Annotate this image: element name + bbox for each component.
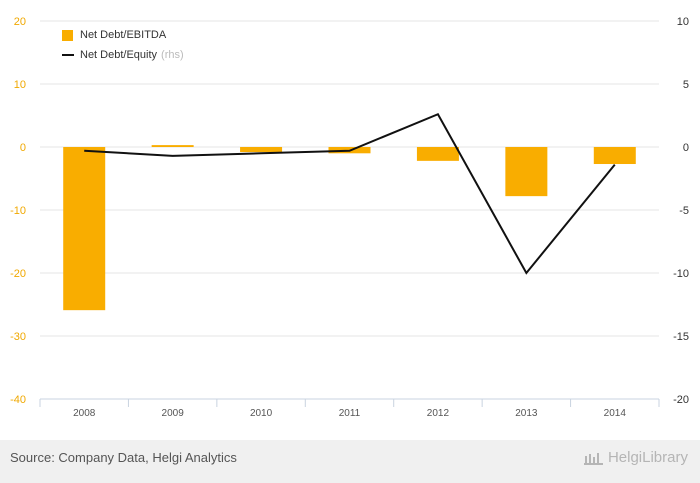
left-tick-label: -20 — [10, 268, 26, 280]
gridlines — [40, 20, 659, 337]
left-tick-label: -40 — [10, 394, 26, 406]
legend-label-bar: Net Debt/EBITDA — [80, 29, 167, 41]
helgi-library-logo[interactable]: HelgiLibrary — [583, 449, 688, 466]
left-axis: 20 10 0 -10 -20 -30 -40 — [10, 16, 26, 406]
legend-item-bar[interactable]: Net Debt/EBITDA — [62, 29, 166, 41]
source-text: Source: Company Data, Helgi Analytics — [10, 450, 237, 465]
right-tick-label: -5 — [679, 205, 689, 217]
bar — [240, 147, 283, 153]
x-tick-label: 2009 — [162, 408, 185, 419]
bar — [151, 145, 194, 147]
bar — [505, 147, 548, 197]
line-series — [84, 112, 616, 275]
legend-rhs-note: (rhs) — [161, 49, 184, 61]
right-tick-label: 5 — [683, 79, 689, 91]
library-icon — [583, 452, 603, 465]
left-tick-label: 0 — [20, 142, 26, 154]
left-tick-label: -30 — [10, 331, 26, 343]
footer: Source: Company Data, Helgi Analytics He… — [0, 440, 700, 483]
right-axis: 10 5 0 -5 -10 -15 -20 — [673, 16, 689, 406]
x-tick-label: 2013 — [515, 408, 538, 419]
x-tick-label: 2014 — [604, 408, 627, 419]
bar — [593, 147, 636, 165]
legend-swatch-bar — [62, 29, 73, 41]
line-path — [84, 112, 616, 275]
bar — [416, 147, 459, 161]
right-tick-label: 10 — [677, 16, 689, 28]
x-tick-label: 2012 — [427, 408, 450, 419]
legend-label-line: Net Debt/Equity — [80, 49, 158, 61]
left-tick-label: 20 — [14, 16, 26, 28]
logo-text: HelgiLibrary — [607, 449, 688, 466]
x-tick-label: 2011 — [339, 408, 361, 419]
left-tick-label: -10 — [10, 205, 26, 217]
right-tick-label: -10 — [673, 268, 689, 280]
legend-swatch-line — [62, 54, 74, 56]
x-tick-label: 2010 — [250, 408, 273, 419]
left-tick-label: 10 — [14, 79, 26, 91]
right-tick-label: -20 — [673, 394, 689, 406]
bar-series — [63, 145, 636, 311]
bar — [63, 147, 106, 311]
right-tick-label: 0 — [683, 142, 689, 154]
x-axis: 2008 2009 2010 2011 2012 2013 2014 — [39, 398, 660, 419]
x-tick-label: 2008 — [73, 408, 96, 419]
right-tick-label: -15 — [673, 331, 689, 343]
legend-item-line[interactable]: Net Debt/Equity (rhs) — [62, 49, 184, 61]
